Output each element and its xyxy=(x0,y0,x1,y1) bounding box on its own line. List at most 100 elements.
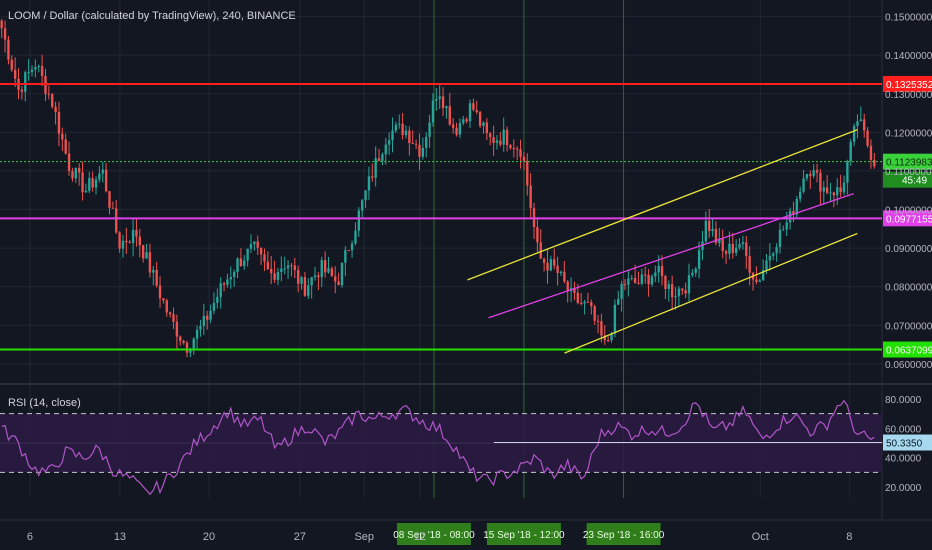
candle-body xyxy=(734,247,738,253)
candle-body xyxy=(697,250,701,269)
candle-body xyxy=(526,160,529,186)
candle-body xyxy=(313,275,317,278)
candle-body xyxy=(13,69,17,79)
candle-body xyxy=(815,170,819,173)
candle-body xyxy=(145,252,148,259)
candle-body xyxy=(152,269,155,273)
candle-body xyxy=(495,140,499,143)
candle-body xyxy=(239,258,243,267)
candle-body xyxy=(644,274,647,276)
candle-body xyxy=(778,229,782,248)
candle-body xyxy=(694,268,697,273)
candle-body xyxy=(182,340,185,343)
rsi-pane[interactable] xyxy=(0,399,882,496)
candle-body xyxy=(47,93,51,95)
candle-body xyxy=(377,158,381,161)
trend-line-channel-middle[interactable] xyxy=(488,193,854,319)
time-tick-label: 8 xyxy=(846,531,852,543)
candle-body xyxy=(586,301,590,303)
candle-body xyxy=(209,310,212,320)
candle-body xyxy=(101,169,104,174)
candle-body xyxy=(142,245,145,259)
candle-body xyxy=(10,59,13,70)
candle-body xyxy=(462,119,465,124)
candle-body xyxy=(630,277,633,279)
candle-body xyxy=(421,147,425,157)
candle-body xyxy=(772,253,775,256)
candle-body xyxy=(394,124,398,131)
price-pane[interactable] xyxy=(0,18,876,358)
candle-body xyxy=(761,270,765,281)
candle-body xyxy=(603,335,606,341)
candle-body xyxy=(357,210,361,231)
level-label-resistance: 0.13253523 xyxy=(886,80,932,91)
candle-body xyxy=(502,129,505,145)
trend-line-channel-upper[interactable] xyxy=(467,129,858,281)
time-marker-label: 15 Sep '18 - 12:00 xyxy=(483,530,565,541)
candle-body xyxy=(20,89,24,92)
candle-body xyxy=(812,170,815,176)
candle-body xyxy=(337,281,340,286)
rsi-line xyxy=(1,399,875,496)
candle-body xyxy=(647,274,650,285)
candle-body xyxy=(738,244,741,248)
candle-body xyxy=(98,173,101,180)
candle-body xyxy=(330,268,334,277)
candle-body xyxy=(189,349,192,353)
candle-body xyxy=(155,269,158,286)
drawn-lines[interactable] xyxy=(0,82,882,354)
time-marker-tag xyxy=(396,523,471,545)
candle-body xyxy=(458,123,462,135)
candle-body xyxy=(296,270,300,284)
rsi-tick-label: 40.0000 xyxy=(885,454,922,465)
candle-body xyxy=(606,340,610,342)
candle-body xyxy=(805,174,809,179)
candle-body xyxy=(162,298,165,301)
candle-body xyxy=(256,241,259,248)
candle-body xyxy=(613,304,617,334)
candle-body xyxy=(51,94,54,107)
candle-body xyxy=(755,279,758,283)
candle-body xyxy=(559,271,563,274)
trend-line-channel-lower[interactable] xyxy=(564,232,858,354)
candle-body xyxy=(344,250,347,263)
candle-body xyxy=(374,158,377,178)
candle-body xyxy=(24,72,27,92)
candle-body xyxy=(219,283,222,297)
candle-body xyxy=(121,240,125,249)
countdown-label: 45:49 xyxy=(902,176,927,187)
candle-body xyxy=(711,228,714,232)
candle-body xyxy=(576,292,580,303)
candle-body xyxy=(650,276,654,285)
candle-body xyxy=(347,250,350,252)
candle-body xyxy=(104,169,108,192)
candle-body xyxy=(88,178,91,191)
level-tag-resistance xyxy=(883,75,932,92)
candle-body xyxy=(37,66,40,68)
candle-body xyxy=(785,222,788,230)
candle-body xyxy=(775,247,778,254)
candle-body xyxy=(438,96,441,99)
candle-body xyxy=(596,320,600,322)
candle-body xyxy=(266,261,270,269)
candle-body xyxy=(660,265,664,276)
candle-body xyxy=(721,239,724,252)
time-marker-label: 23 Sep '18 - 16:00 xyxy=(583,530,665,541)
candle-body xyxy=(246,248,249,261)
candle-body xyxy=(792,210,795,215)
candle-body xyxy=(222,283,226,285)
candle-body xyxy=(84,190,88,193)
candle-body xyxy=(199,326,202,330)
candle-body xyxy=(529,185,532,209)
candle-body xyxy=(802,178,805,192)
candle-body xyxy=(206,315,209,320)
candle-body xyxy=(40,66,44,76)
candle-body xyxy=(809,174,812,176)
candle-body xyxy=(425,136,428,148)
candle-body xyxy=(361,200,364,211)
level-tag-support xyxy=(883,341,932,358)
candle-body xyxy=(0,20,3,29)
candle-body xyxy=(825,187,829,193)
